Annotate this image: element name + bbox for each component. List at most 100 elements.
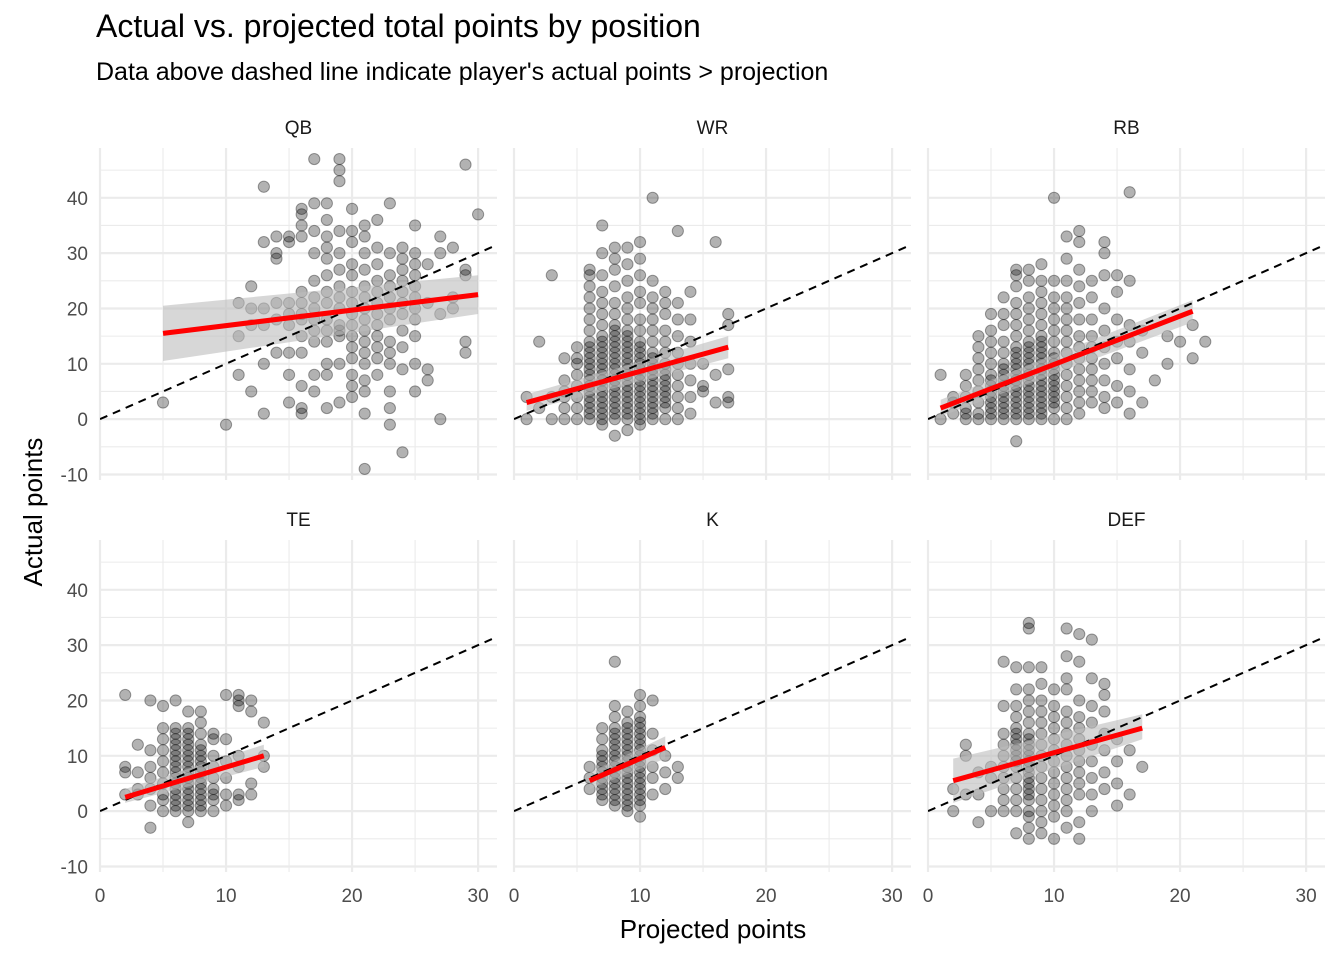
- data-point: [1123, 274, 1136, 287]
- data-point: [671, 413, 684, 426]
- data-point: [633, 799, 647, 812]
- data-point: [984, 805, 998, 818]
- data-point: [182, 816, 195, 829]
- data-point: [1123, 407, 1136, 420]
- data-point: [1047, 291, 1061, 304]
- data-point: [194, 738, 207, 751]
- data-point: [722, 390, 735, 404]
- data-point: [295, 230, 308, 243]
- data-point: [959, 738, 972, 751]
- data-point: [608, 346, 621, 359]
- data-point: [596, 418, 609, 431]
- data-point: [1010, 296, 1023, 310]
- data-point: [1022, 302, 1035, 315]
- data-point: [659, 379, 672, 393]
- data-point: [533, 335, 546, 348]
- data-point: [608, 396, 621, 409]
- data-point: [257, 180, 270, 193]
- data-point: [646, 191, 659, 204]
- data-point: [608, 390, 621, 404]
- data-point: [1060, 401, 1073, 415]
- data-point: [1136, 346, 1149, 359]
- data-point: [358, 230, 371, 243]
- data-point: [459, 335, 472, 348]
- data-point: [596, 357, 609, 370]
- data-point: [570, 357, 584, 370]
- data-point: [997, 291, 1010, 304]
- data-point: [308, 224, 321, 238]
- data-point: [671, 771, 684, 785]
- x-tick-label: 30: [468, 886, 489, 907]
- data-point: [1047, 832, 1061, 845]
- data-point: [621, 385, 634, 398]
- data-point: [1047, 385, 1061, 398]
- data-point: [1073, 777, 1086, 790]
- data-point: [1035, 827, 1048, 840]
- data-point: [1110, 269, 1124, 282]
- grid: [512, 148, 911, 480]
- data-point: [1060, 672, 1073, 685]
- data-point: [434, 413, 447, 426]
- data-point: [383, 346, 396, 359]
- data-point: [596, 330, 609, 343]
- data-point: [608, 263, 621, 276]
- data-point: [671, 760, 684, 773]
- data-point: [621, 330, 634, 343]
- facet-label: RB: [1113, 118, 1139, 139]
- data-point: [633, 390, 647, 404]
- data-point: [1199, 335, 1212, 348]
- data-point: [308, 197, 321, 210]
- x-tick-label: 30: [1296, 886, 1317, 907]
- data-point: [621, 413, 634, 426]
- data-point: [320, 401, 333, 415]
- data-point: [182, 793, 195, 807]
- data-point: [1035, 385, 1048, 398]
- data-point: [608, 655, 621, 668]
- data-point: [596, 413, 609, 426]
- data-point: [1035, 793, 1048, 807]
- data-point: [621, 738, 634, 751]
- data-point: [408, 247, 422, 260]
- data-point: [583, 357, 596, 370]
- data-point: [1047, 401, 1061, 415]
- reference-line: [514, 635, 911, 813]
- data-point: [182, 755, 195, 768]
- data-point: [1035, 330, 1048, 343]
- data-point: [320, 335, 333, 348]
- data-point: [646, 401, 659, 415]
- data-point: [358, 247, 371, 260]
- data-point: [207, 782, 220, 796]
- data-point: [1022, 694, 1035, 707]
- data-point: [696, 385, 710, 398]
- x-tick-label: 20: [1169, 886, 1190, 907]
- data-point: [169, 694, 182, 707]
- data-point: [1010, 805, 1023, 818]
- data-point: [1073, 374, 1086, 387]
- data-point: [1123, 385, 1136, 398]
- data-point: [1073, 224, 1086, 238]
- data-point: [997, 307, 1010, 321]
- data-point: [1060, 650, 1073, 663]
- data-point: [633, 782, 647, 796]
- data-point: [1047, 788, 1061, 801]
- data-point: [1098, 269, 1111, 282]
- data-point: [408, 385, 422, 398]
- data-point: [671, 330, 684, 343]
- data-point: [1022, 413, 1035, 426]
- data-point: [282, 368, 296, 381]
- data-point: [646, 771, 659, 785]
- data-point: [583, 324, 596, 337]
- data-point: [659, 401, 672, 415]
- data-point: [194, 805, 207, 818]
- data-point: [207, 788, 220, 801]
- data-point: [1035, 318, 1048, 332]
- data-point: [1110, 777, 1124, 790]
- data-point: [596, 407, 609, 420]
- data-point: [358, 385, 371, 398]
- data-point: [169, 755, 182, 768]
- data-point: [396, 252, 409, 265]
- data-point: [646, 335, 659, 348]
- data-point: [245, 385, 258, 398]
- data-point: [345, 341, 359, 354]
